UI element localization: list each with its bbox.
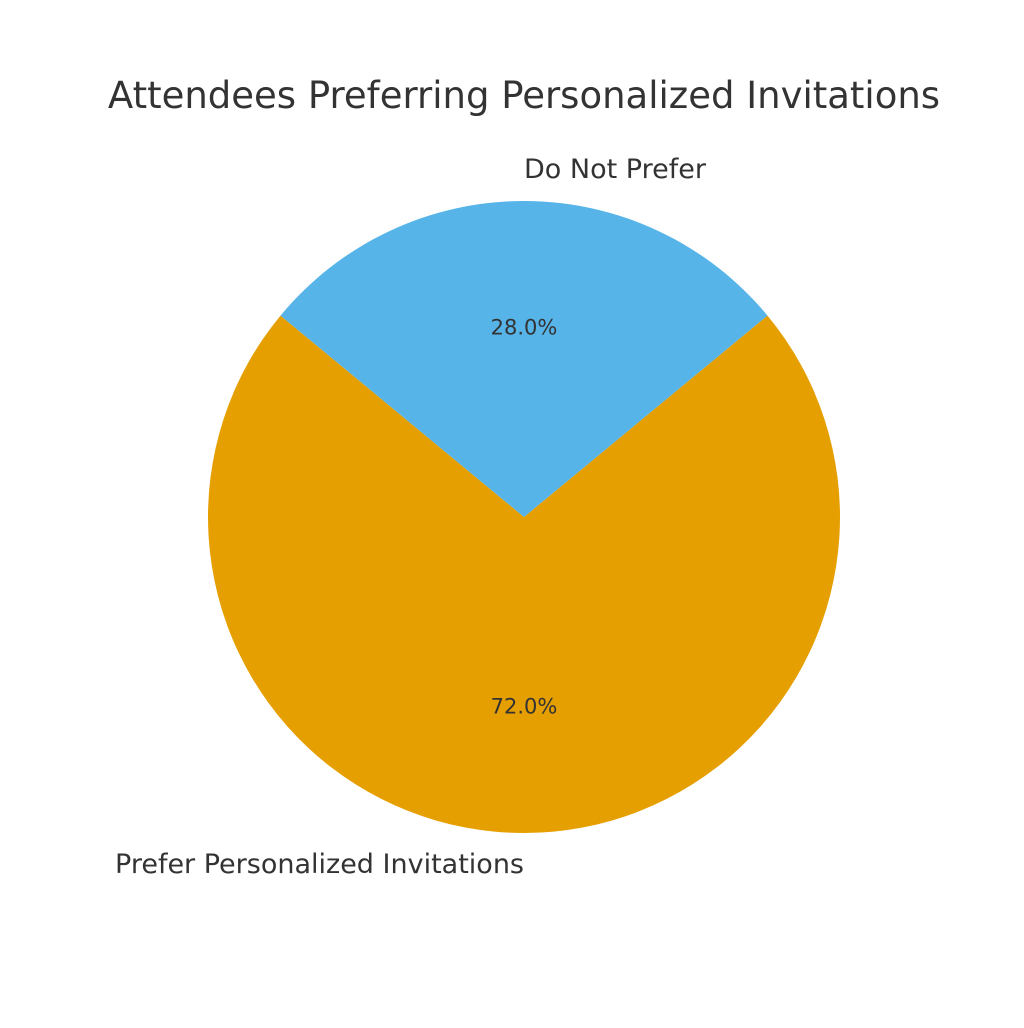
category-label-2: Do Not Prefer <box>524 154 707 185</box>
chart-title: Attendees Preferring Personalized Invita… <box>108 74 940 117</box>
pie-slices <box>207 200 840 833</box>
category-label-1: Prefer Personalized Invitations <box>115 849 524 880</box>
percent-label-2: 28.0% <box>491 315 558 339</box>
pie-labels: 72.0% Prefer Personalized Invitations 28.0… <box>115 154 707 880</box>
percent-label-1: 72.0% <box>491 695 558 719</box>
pie-slice-2 <box>280 200 768 517</box>
pie-slice-1 <box>207 315 840 833</box>
